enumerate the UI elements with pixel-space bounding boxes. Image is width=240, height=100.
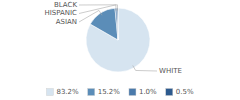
legend-item: 15.2% xyxy=(88,88,121,96)
legend-label: 83.2% xyxy=(56,88,79,96)
leader-line xyxy=(79,10,102,22)
pie-slice xyxy=(117,8,118,40)
legend-label: 15.2% xyxy=(98,88,121,96)
legend-item: 83.2% xyxy=(46,88,79,96)
legend-swatch xyxy=(129,89,136,96)
legend-item: 0.5% xyxy=(166,88,194,96)
slices xyxy=(86,8,150,72)
legend-label: 1.0% xyxy=(139,88,157,96)
legend: 83.2% 15.2% 1.0% 0.5% xyxy=(46,88,193,96)
slice-label: WHITE xyxy=(159,67,182,75)
legend-item: 1.0% xyxy=(129,88,157,96)
legend-swatch xyxy=(166,89,173,96)
slice-label: ASIAN xyxy=(56,18,77,26)
slice-label: BLACK xyxy=(54,1,77,9)
legend-label: 0.5% xyxy=(176,88,194,96)
legend-swatch xyxy=(46,89,53,96)
legend-swatch xyxy=(88,89,95,96)
leader-line xyxy=(133,65,157,71)
leader-line xyxy=(79,5,116,14)
pie-slice xyxy=(86,8,150,72)
slice-label: HISPANIC xyxy=(44,9,77,17)
chart: WHITE BLACKHISPANICASIAN 83.2% 15.2% 1.0% 0.5… xyxy=(0,0,240,100)
slice-labels: WHITE BLACKHISPANICASIAN xyxy=(44,1,181,75)
pie-slice xyxy=(115,8,118,40)
